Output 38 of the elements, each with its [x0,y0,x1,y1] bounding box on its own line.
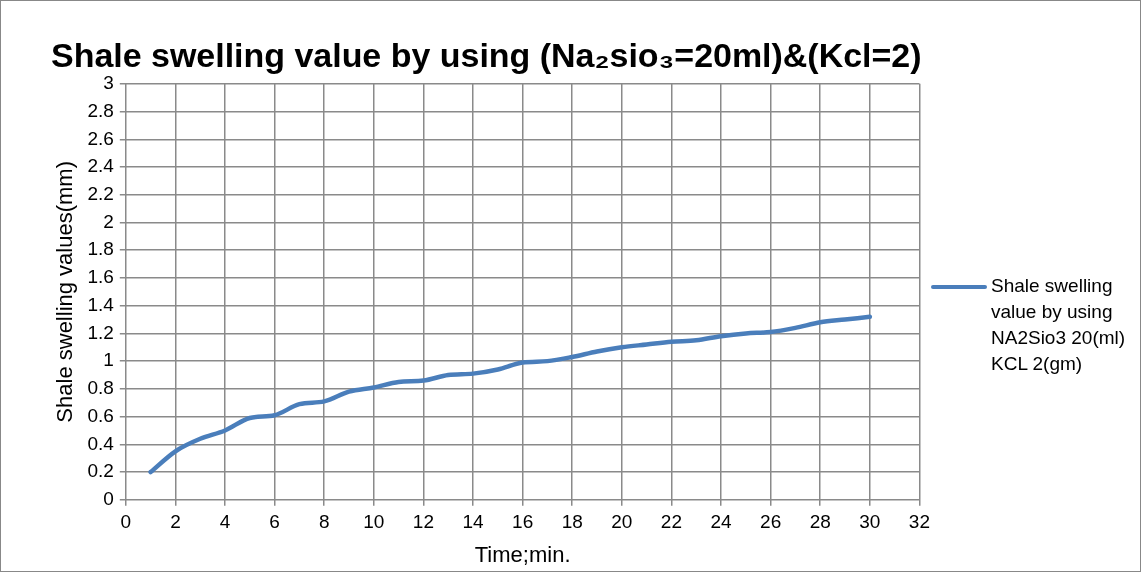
y-tick-label: 2.4 [87,155,115,177]
x-tick-label: 22 [660,511,682,533]
y-tick-label: 2.6 [87,127,114,149]
y-tick-label: 0.6 [87,404,114,426]
y-axis-title: Shale swelling values(mm) [52,160,78,423]
legend-label: Shale swelling value by using NA2Sio3 20(ml) KCL 2(gm) [991,274,1127,376]
y-tick-label: 1.2 [87,321,114,343]
line-series [148,314,873,475]
y-tick-label: 1 [103,349,114,371]
x-tick-label: 30 [859,511,881,533]
y-tick-label: 1.4 [87,293,115,315]
y-tick-label: 3 [103,72,114,94]
y-tick-label: 2 [103,210,114,232]
x-tick-label: 2 [170,511,181,533]
chart-title: Shale swelling value by using (Na₂sio₃=20ml)&(Kcl=2) [51,35,922,74]
x-tick-label: 28 [809,511,831,533]
x-tick-label: 16 [512,511,534,533]
y-tick-label: 0.2 [87,460,114,482]
x-tick-label: 26 [760,511,782,533]
y-tick-label: 0.4 [87,432,115,454]
y-tick-label: 2.8 [87,99,114,121]
y-tick-label: 0 [103,488,114,510]
x-tick-label: 14 [462,511,485,533]
x-tick-label: 18 [561,511,583,533]
y-tick-label: 1.6 [87,266,114,288]
y-tick-label: 0.8 [87,377,114,399]
y-tick-label: 1.8 [87,238,114,260]
x-tick-label: 20 [611,511,633,533]
x-tick-label: 6 [269,511,280,533]
x-tick-label: 10 [363,511,385,533]
x-tick-label: 12 [412,511,434,533]
x-tick-label: 24 [710,511,733,533]
x-tick-label: 0 [120,511,132,533]
x-axis-title: Time;min. [474,541,571,567]
y-tick-label: 2.2 [87,182,114,204]
x-tick-label: 4 [219,511,231,533]
x-tick-label: 32 [908,511,930,533]
x-tick-label: 8 [318,511,330,533]
